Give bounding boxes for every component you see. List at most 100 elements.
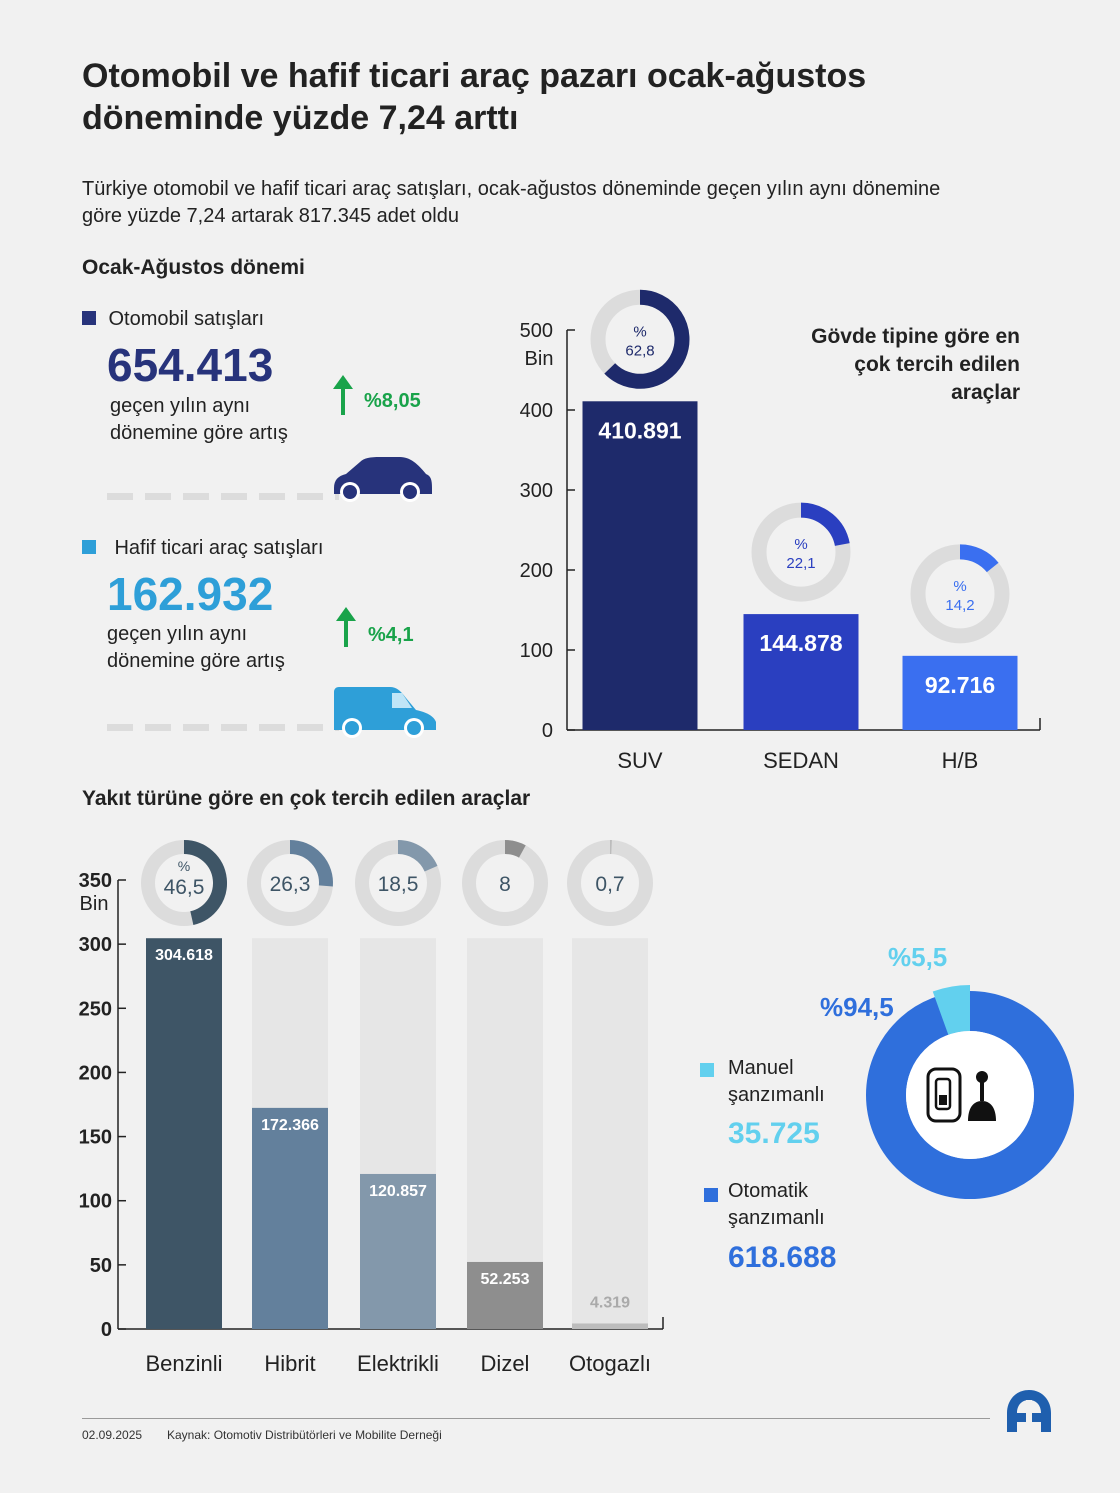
- y-tick-label: 300: [79, 934, 112, 956]
- body-chart-title-line: çok tercih edilen: [854, 353, 1020, 376]
- bar-value-label: 172.366: [261, 1117, 319, 1134]
- footer-source: Kaynak: Otomotiv Distribütörleri ve Mobi…: [167, 1428, 442, 1442]
- manual-share-segment: [932, 985, 970, 1035]
- manual-legend-square: [700, 1063, 714, 1077]
- share-percent-sign: %: [953, 578, 966, 595]
- car-legend-square: [82, 311, 96, 325]
- footer-divider: [82, 1418, 990, 1419]
- page-subtitle: Türkiye otomobil ve hafif ticari araç sa…: [82, 178, 941, 227]
- bar-value-label: 52.253: [481, 1271, 530, 1288]
- arrow-up-icon: [334, 605, 358, 654]
- category-label: Otogazlı: [569, 1351, 651, 1376]
- share-label: 8: [499, 873, 511, 896]
- y-tick-label: 0: [542, 720, 553, 742]
- car-sales-note: geçen yılın aynı dönemine göre artış: [110, 395, 288, 444]
- share-label: 62,8: [625, 342, 654, 359]
- donut-segment: [604, 289, 690, 389]
- auto-percent: %94,5: [820, 992, 894, 1022]
- y-tick-label: 50: [90, 1255, 112, 1277]
- bar-value-label: 304.618: [155, 947, 213, 964]
- share-label: 0,7: [595, 873, 624, 896]
- y-tick-label: 350: [79, 870, 112, 892]
- auto-label: Otomatik şanzımanlı: [728, 1180, 825, 1229]
- manual-label: Manuel şanzımanlı: [728, 1057, 825, 1106]
- y-tick-label: 300: [520, 480, 553, 502]
- arrow-up-icon: [331, 373, 355, 422]
- aa-logo: [1004, 1388, 1054, 1434]
- y-tick-label: 150: [79, 1127, 112, 1149]
- share-label: 22,1: [786, 555, 815, 572]
- auto-legend-square: [704, 1188, 718, 1202]
- van-icon: [330, 684, 440, 745]
- y-tick-label: 0: [101, 1319, 112, 1341]
- bar-dizel: [467, 1261, 543, 1329]
- y-tick-label: 200: [520, 560, 553, 582]
- bar-track: [572, 938, 648, 1329]
- lcv-sales-label: Hafif ticari araç satışları: [114, 537, 324, 559]
- category-label: Benzinli: [145, 1351, 222, 1376]
- category-label: SUV: [617, 748, 663, 773]
- share-percent-sign: %: [178, 858, 190, 874]
- y-unit-label: Bin: [525, 348, 554, 370]
- category-label: Hibrit: [264, 1351, 315, 1376]
- share-label: 46,5: [164, 876, 205, 899]
- y-tick-label: 100: [79, 1191, 112, 1213]
- bar-hibrit: [252, 1107, 328, 1329]
- fuel-heading: Yakıt türüne göre en çok tercih edilen a…: [82, 787, 531, 810]
- car-sales-label: Otomobil satışları: [108, 308, 265, 330]
- car-icon: [330, 452, 434, 509]
- auto-value: 618.688: [728, 1241, 837, 1274]
- gearbox-donut: [866, 985, 1074, 1199]
- category-label: Dizel: [481, 1351, 530, 1376]
- bar-value-label: 92.716: [925, 672, 995, 698]
- lcv-legend-square: [82, 540, 96, 554]
- category-label: H/B: [942, 748, 979, 773]
- period-heading: Ocak-Ağustos dönemi: [82, 256, 305, 279]
- bar-value-label: 144.878: [759, 630, 842, 656]
- car-sales-value: 654.413: [107, 339, 274, 391]
- car-sales-change: %8,05: [364, 390, 421, 412]
- gear-shift-icon: [926, 1067, 996, 1123]
- share-percent-sign: %: [633, 323, 646, 340]
- manual-value: 35.725: [728, 1117, 820, 1150]
- category-label: SEDAN: [763, 748, 839, 773]
- y-tick-label: 400: [520, 400, 553, 422]
- bar-hb: [902, 655, 1018, 730]
- footer-date: 02.09.2025: [82, 1428, 143, 1442]
- bar-benzinli: [146, 938, 222, 1329]
- y-tick-label: 500: [520, 320, 553, 342]
- donut-center: [906, 1031, 1034, 1159]
- body-chart-title-line: araçlar: [951, 381, 1020, 404]
- page-title: Otomobil ve hafif ticari araç pazarı oca…: [82, 57, 867, 137]
- lcv-sales-legend: Hafif ticari araç satışları: [82, 537, 323, 560]
- donut-segment: [959, 544, 999, 573]
- lcv-sales-value: 162.932: [107, 568, 274, 620]
- share-label: 14,2: [945, 597, 974, 614]
- bar-value-label: 410.891: [598, 417, 681, 443]
- y-unit-label: Bin: [80, 893, 109, 915]
- share-label: 26,3: [270, 873, 311, 896]
- donut-segment: [504, 840, 526, 858]
- body-type-chart: 0 100 200 300 400 500 Bin 410.891 SUV 144.878 SED…: [520, 289, 1041, 773]
- y-tick-label: 250: [79, 998, 112, 1020]
- donut-segment: [397, 840, 438, 872]
- road-divider: [107, 493, 339, 500]
- road-divider: [107, 724, 339, 731]
- donut-segment: [183, 840, 227, 925]
- manual-percent: %5,5: [888, 942, 948, 972]
- body-chart-title-line: Gövde tipine göre en: [811, 325, 1020, 348]
- donut-segment: [800, 502, 850, 547]
- lcv-sales-note: geçen yılın aynı dönemine göre artış: [107, 623, 285, 672]
- category-label: Elektrikli: [357, 1351, 439, 1376]
- y-tick-label: 100: [520, 640, 553, 662]
- donut-segment: [289, 840, 333, 887]
- share-percent-sign: %: [794, 536, 807, 553]
- bar-suv: [582, 401, 698, 730]
- car-sales-legend: Otomobil satışları: [82, 308, 264, 331]
- bar-elektrikli: [360, 1173, 436, 1329]
- bar-otogazlı: [572, 1323, 648, 1329]
- bar-value-label: 4.319: [590, 1294, 630, 1311]
- bar-sedan: [743, 614, 859, 730]
- lcv-sales-change: %4,1: [368, 624, 414, 646]
